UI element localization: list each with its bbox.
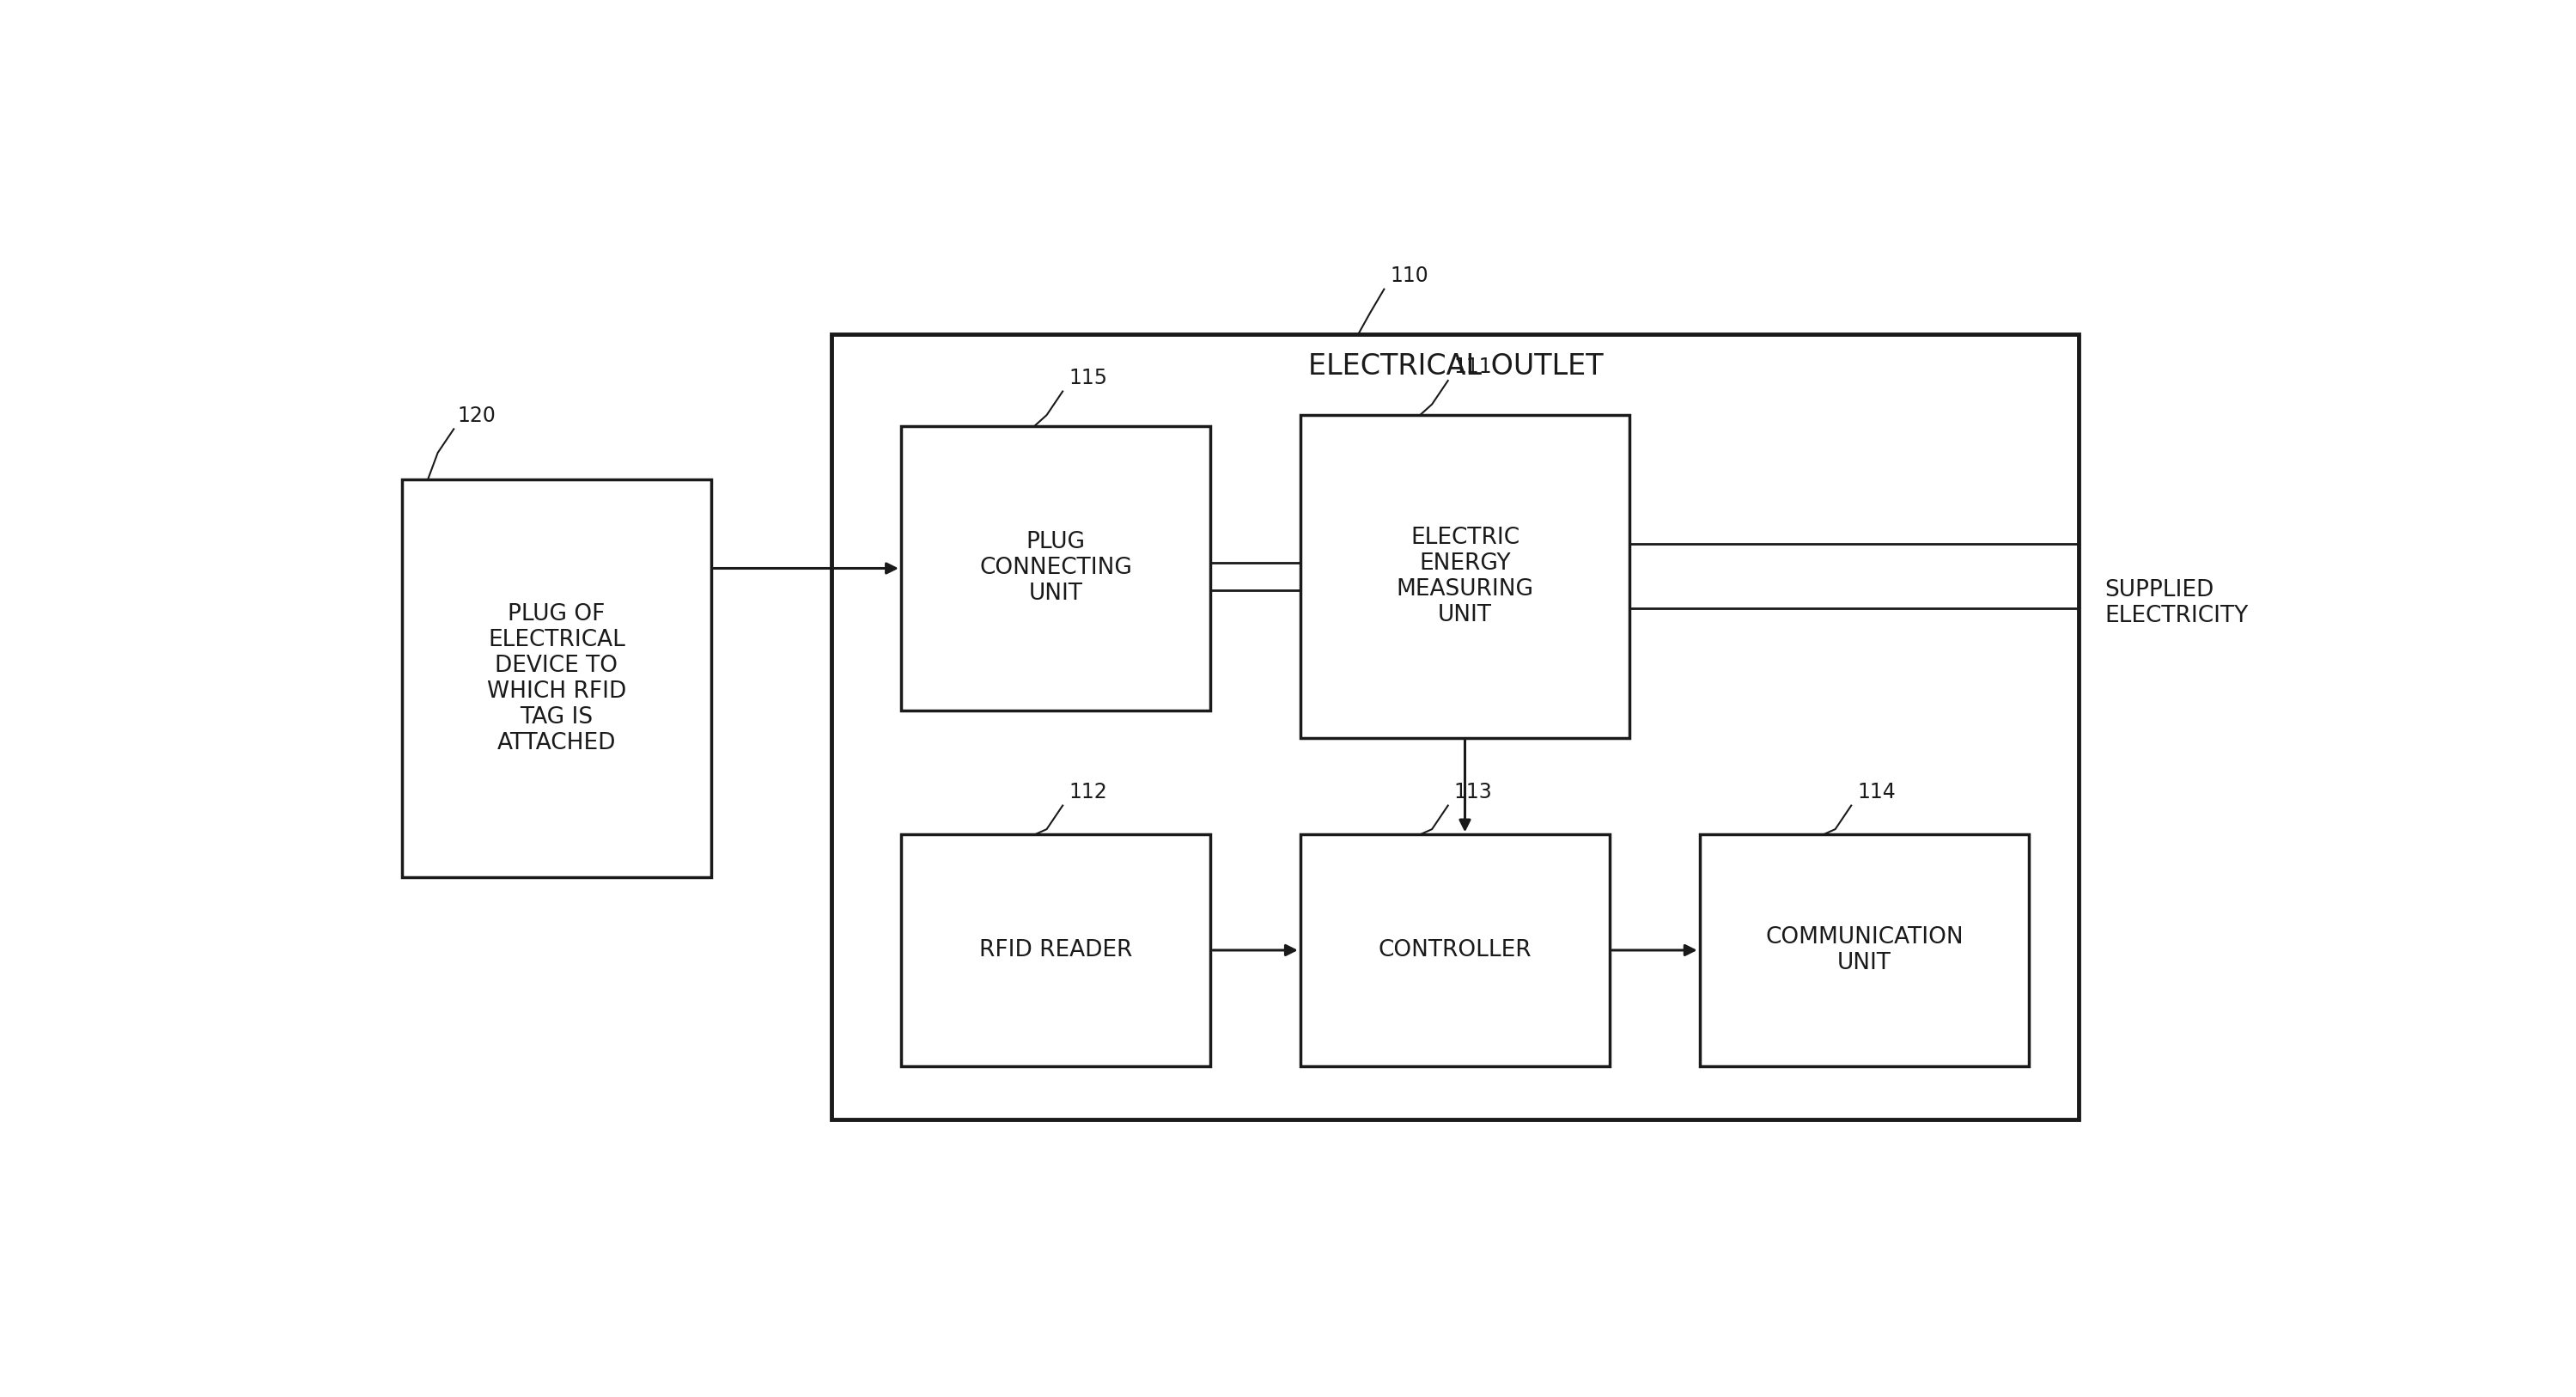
- Text: ELECTRICAL OUTLET: ELECTRICAL OUTLET: [1309, 352, 1602, 381]
- Text: 115: 115: [1069, 367, 1108, 388]
- Text: 113: 113: [1453, 782, 1492, 802]
- Text: SUPPLIED
ELECTRICITY: SUPPLIED ELECTRICITY: [2105, 580, 2249, 627]
- Text: ELECTRIC
ENERGY
MEASURING
UNIT: ELECTRIC ENERGY MEASURING UNIT: [1396, 527, 1533, 626]
- Bar: [832, 334, 2079, 1119]
- Text: 120: 120: [459, 405, 497, 426]
- Bar: [1301, 834, 1610, 1066]
- Text: 112: 112: [1069, 782, 1108, 802]
- Text: PLUG
CONNECTING
UNIT: PLUG CONNECTING UNIT: [979, 531, 1131, 605]
- Text: 111: 111: [1453, 356, 1492, 377]
- Bar: [902, 426, 1211, 711]
- Text: CONTROLLER: CONTROLLER: [1378, 939, 1533, 961]
- Bar: [402, 479, 711, 877]
- Text: 114: 114: [1857, 782, 1896, 802]
- Text: RFID READER: RFID READER: [979, 939, 1133, 961]
- Text: 110: 110: [1391, 265, 1430, 286]
- Text: PLUG OF
ELECTRICAL
DEVICE TO
WHICH RFID
TAG IS
ATTACHED: PLUG OF ELECTRICAL DEVICE TO WHICH RFID …: [487, 604, 626, 754]
- Bar: [1301, 415, 1631, 738]
- Bar: [1700, 834, 2030, 1066]
- Text: COMMUNICATION
UNIT: COMMUNICATION UNIT: [1765, 926, 1963, 974]
- Bar: [902, 834, 1211, 1066]
